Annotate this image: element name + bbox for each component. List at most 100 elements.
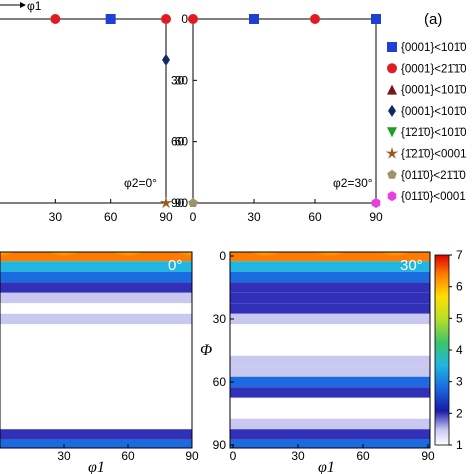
top-right-frame	[192, 18, 377, 204]
top-right-xtick-label-0: 0	[190, 210, 197, 224]
top-axis-label: φ1	[27, 0, 42, 13]
legend-label-6: {011̄0}<21̄1̄0	[401, 170, 466, 182]
bottom-right-ytick-label-0: 0	[219, 249, 226, 263]
colorbar: 1 2 3 4 5 6 7	[434, 248, 463, 452]
legend-marker-2	[387, 84, 397, 95]
bottom-right-peak-1	[304, 252, 357, 274]
legend-label-3: {0001}<101̄0	[401, 106, 467, 118]
top-right-point-0	[188, 14, 198, 24]
phi1-arrow-head	[20, 2, 26, 8]
bottom-left-band-3	[0, 282, 192, 293]
bottom-left-peak-0	[0, 252, 26, 274]
legend-label-2: {0001}<101̄0	[401, 85, 467, 97]
bottom-right-band-10	[230, 355, 430, 367]
bottom-right-band-6	[230, 313, 430, 325]
top-right-ytick-label-2: 60	[175, 135, 189, 149]
bottom-left-band-0	[0, 252, 192, 262]
top-left-point-4	[159, 196, 173, 209]
bottom-left-band-9	[0, 345, 192, 356]
bottom-left-peak-3	[166, 252, 192, 274]
bottom-left-xlabel: φ1	[88, 459, 105, 474]
top-left-ytick-label-0: 30	[171, 73, 185, 87]
top-right-point-4	[188, 198, 198, 207]
top-left-point-0	[50, 14, 61, 24]
bottom-left-peak-2	[102, 252, 154, 274]
bottom-left-band-13	[0, 387, 192, 398]
bottom-right-band-14	[230, 397, 430, 409]
colorbar-tick-label-5: 6	[456, 280, 463, 294]
colorbar-tick-label-2: 3	[456, 375, 463, 389]
bottom-right-band-17	[230, 429, 430, 440]
bottom-right-xlabel: φ1	[318, 459, 335, 474]
bottom-right-band-12	[230, 376, 430, 388]
bottom-right-xtick-label-1: 30	[291, 449, 305, 463]
top-left-point-1	[105, 14, 116, 24]
top-right-point-1	[249, 14, 259, 24]
bottom-right-band-4	[230, 292, 430, 304]
bottom-right-band-11	[230, 366, 430, 377]
legend-marker-7	[387, 191, 397, 202]
top-right-xtick-label-3: 90	[369, 210, 383, 224]
bottom-right-ytick-label-3: 90	[213, 438, 227, 452]
bottom-right-band-5	[230, 303, 430, 314]
bottom-left-band-6	[0, 313, 192, 325]
bottom-right-band-2	[230, 271, 430, 283]
top-right-point-2	[310, 14, 320, 24]
legend-marker-1	[387, 63, 397, 74]
top-left-xtick-label-2: 90	[159, 210, 173, 224]
colorbar-tick-label-0: 1	[456, 438, 463, 452]
bottom-right-frame	[229, 251, 431, 449]
bottom-left-xtick-label-2: 90	[185, 449, 199, 463]
colorbar-tick-label-3: 4	[456, 343, 463, 357]
bottom-right-band-13	[230, 387, 430, 398]
bottom-left-band-2	[0, 271, 192, 283]
legend-marker-5	[385, 147, 399, 159]
top-right-note: φ2=30°	[333, 176, 373, 190]
bottom-left-peak-1	[38, 252, 90, 274]
bottom-right-band-9	[230, 345, 430, 356]
bottom-left-band-4	[0, 292, 192, 304]
legend-label-1: {0001}<21̄1̄0	[401, 63, 467, 75]
bottom-right-band-15	[230, 408, 430, 419]
top-left-point-3	[162, 53, 170, 66]
legend-label-0: {0001}<101̄0	[401, 42, 467, 54]
bottom-right-peak-0	[239, 252, 292, 274]
top-right-ytick-label-1: 30	[175, 73, 189, 87]
top-right-ytick-label-0: 0	[181, 12, 188, 26]
top-left-xtick-label-1: 60	[104, 210, 118, 224]
panel-label: (a)	[424, 11, 442, 28]
legend: (a) {0001}<101̄0 {0001}<21̄1̄0 {0001}<101̄…	[385, 11, 467, 203]
bottom-right-xtick-label-2: 60	[356, 449, 370, 463]
bottom-right-xtick-label-0: 0	[230, 449, 237, 463]
legend-label-4: {1̄21̄0}<101̄0	[401, 127, 467, 139]
bottom-left-band-16	[0, 418, 192, 430]
top-right-ytick-label-3: 90	[175, 196, 189, 210]
bottom-left-frame	[0, 251, 193, 449]
colorbar-tick-label-1: 2	[456, 406, 463, 420]
legend-marker-6	[387, 169, 397, 179]
bottom-right-ylabel: Φ	[200, 342, 212, 359]
bottom-right-peak-2	[369, 252, 422, 274]
bottom-left-band-14	[0, 397, 192, 409]
bottom-right-band-8	[230, 334, 430, 346]
bottom-right-ytick-label-2: 60	[213, 375, 227, 389]
bottom-right-band-7	[230, 324, 430, 335]
bottom-left-band-17	[0, 429, 192, 440]
bottom-left-band-5	[0, 303, 192, 314]
legend-label-7: {011̄0}<0001	[401, 191, 466, 203]
bottom-left-band-15	[0, 408, 192, 419]
legend-marker-0	[387, 42, 397, 52]
bottom-left-heatmap: 0° 30 60 90 φ1	[0, 251, 199, 474]
bottom-left-xtick-label-0: 30	[57, 449, 71, 463]
bottom-left-note: 0°	[168, 257, 182, 274]
top-left-ytick-label-1: 60	[171, 135, 185, 149]
legend-marker-4	[387, 127, 397, 138]
colorbar-gradient	[434, 254, 450, 446]
top-right-point-3	[371, 14, 381, 24]
top-left-panel: φ1 φ2=0° 30 60 90 30 60 90	[0, 0, 185, 224]
top-right-xtick-label-2: 60	[308, 210, 322, 224]
bottom-right-xtick-label-3: 90	[421, 449, 435, 463]
